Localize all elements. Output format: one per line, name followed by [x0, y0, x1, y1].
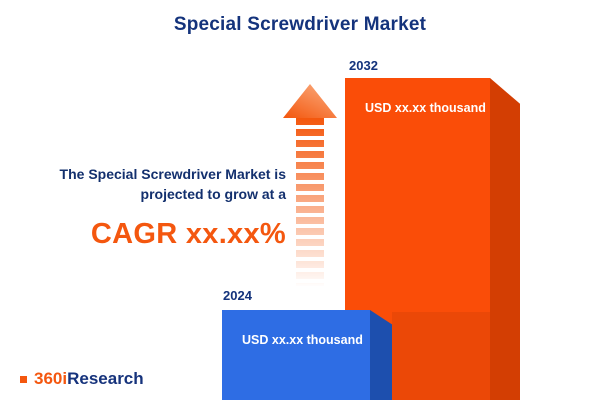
logo-suffix: Research — [67, 369, 144, 388]
annotation-line1: The Special Screwdriver Market is — [59, 166, 286, 182]
bar-2032-value-label: USD xx.xx thousand — [365, 101, 486, 115]
bar-2024-value-label: USD xx.xx thousand — [242, 333, 363, 347]
logo-square-icon — [20, 375, 27, 383]
cagr-text: CAGR xx.xx% — [90, 217, 286, 250]
bar-2032-side-face — [490, 78, 520, 400]
bar-2032-year-label: 2032 — [349, 58, 378, 73]
growth-arrow-fade — [293, 118, 327, 288]
bar-2024-year-label: 2024 — [223, 288, 252, 303]
bar-2024: USD xx.xx thousand — [222, 310, 370, 400]
logo-prefix: 360i — [34, 369, 68, 388]
annotation-line2: projected to grow at a — [140, 186, 286, 203]
bar-2024-side-face — [370, 310, 392, 400]
logo: 360i Research — [20, 369, 144, 389]
growth-arrow-head-icon — [283, 84, 337, 118]
annotation-block: The Special Screwdriver Market is projec… — [18, 164, 286, 255]
page-title: Special Screwdriver Market — [173, 14, 427, 35]
bar-2032-shadow — [392, 312, 490, 400]
